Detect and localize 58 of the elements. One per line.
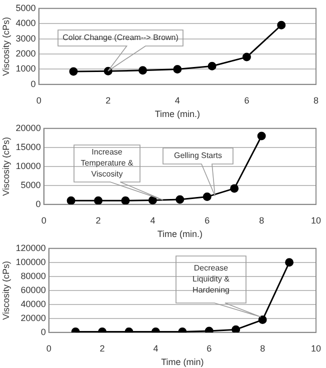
annotation: Color Change (Cream--> Brown) [62,33,179,42]
y-tick-label: 5000 [16,2,36,13]
x-tick-label: 8 [313,95,319,106]
x-tick-label: 2 [106,95,111,106]
x-tick-label: 6 [206,343,212,354]
y-tick-label: 0 [30,78,36,89]
x-tick-label: 2 [96,215,101,226]
y-tick-label: 0 [36,198,41,209]
point [208,62,216,70]
point [230,184,239,193]
x-tick-label: 10 [310,215,322,226]
y-tick-label: 20000 [20,312,46,323]
y-tick-label: 60000 [20,284,46,295]
y-tick-label: 100000 [16,256,46,267]
x-tick-label: 8 [260,343,266,354]
y-tick-label: 20000 [16,122,41,133]
point [242,52,251,62]
x-tick-label: 2 [100,343,105,354]
x-tick-label: 6 [244,95,250,106]
point [121,196,130,204]
x-tick-label: 6 [204,215,210,226]
point [277,20,286,30]
x-axis-title: Time (min) [161,357,204,368]
y-tick-label: 5000 [20,180,41,190]
y-tick-label: 3000 [16,33,36,44]
y-tick-label: 1000 [16,64,36,74]
annotation: Increase Temperature & Viscosity [80,148,134,179]
y-tick-label: 4000 [16,18,36,28]
y-axis-title: Viscosity (cPs) [0,136,11,196]
x-tick-label: 4 [150,215,156,226]
y-tick-label: 80000 [20,270,46,281]
y-tick-label: 15000 [16,142,41,152]
point [173,64,182,74]
point [257,132,266,140]
point [285,258,294,267]
annotation: Decrease Liquidity & Hardening [192,264,230,295]
y-tick-label: 40000 [20,298,46,309]
x-tick-label: 10 [310,343,322,354]
point [232,325,240,332]
point [69,67,78,76]
y-axis-title: Viscosity (cPs) [0,260,11,320]
point [148,196,157,204]
annotation: Gelling Starts [174,151,222,160]
point [94,196,103,204]
point [138,66,148,75]
point [202,192,212,202]
y-tick-label: 2000 [16,48,36,58]
point [66,196,76,204]
y-tick-label: 0 [40,326,46,337]
x-tick-label: 4 [174,95,180,106]
y-tick-label: 120000 [16,242,46,253]
x-tick-label: 4 [153,343,158,354]
y-axis-title: Viscosity (cPs) [0,16,11,76]
point [176,195,184,204]
x-axis-title: Time (min.) [157,229,202,240]
y-tick-label: 10000 [16,160,41,171]
x-axis-title: Time (min.) [154,109,200,120]
x-tick-label: 8 [259,215,264,226]
